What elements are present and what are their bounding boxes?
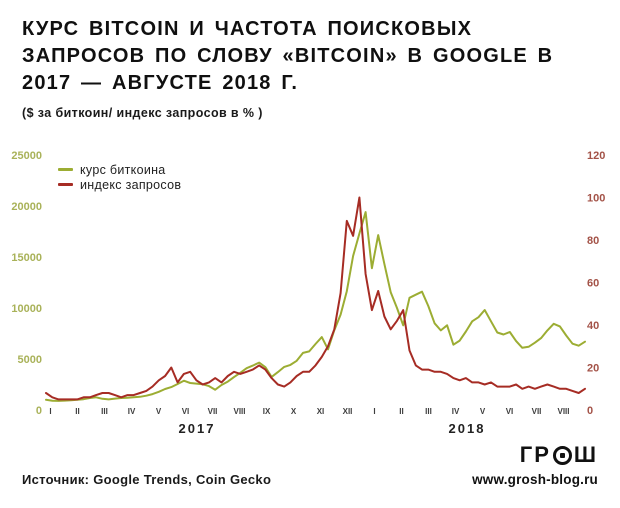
left-axis-tick-label: 25000 — [11, 150, 42, 162]
month-tick-label: V — [480, 407, 486, 416]
right-axis-tick-label: 80 — [587, 235, 599, 247]
month-tick-label: I — [49, 407, 51, 416]
right-axis-tick-label: 120 — [587, 150, 605, 162]
source-note: Источник: Google Trends, Coin Gecko — [22, 472, 272, 487]
month-tick-label: III — [425, 407, 432, 416]
left-axis-tick-label: 20000 — [11, 201, 42, 213]
year-label: 2018 — [449, 421, 486, 436]
logo-text-left: ГР — [519, 442, 551, 467]
month-tick-label: VII — [532, 407, 542, 416]
chart-header: КУРС BITCOIN И ЧАСТОТА ПОИСКОВЫХ ЗАПРОСО… — [22, 16, 553, 120]
legend-item-search-index: индекс запросов — [58, 177, 181, 192]
page-title-line-2: ЗАПРОСОВ ПО СЛОВУ «BITCOIN» В GOOGLE В — [22, 45, 554, 67]
page-title-line-3: 2017 — АВГУСТЕ 2018 Г. — [22, 72, 299, 94]
search-index-swatch — [58, 183, 73, 186]
month-tick-label: VIII — [557, 407, 569, 416]
bitcoin-price-swatch — [58, 168, 73, 171]
month-tick-label: VI — [182, 407, 190, 416]
legend-item-bitcoin-price: курс биткоина — [58, 162, 181, 177]
left-axis-tick-label: 0 — [36, 405, 42, 417]
brand-url: www.grosh-blog.ru — [472, 472, 598, 487]
brand-block: ГР Ш www.grosh-blog.ru — [472, 443, 598, 488]
left-axis-tick-label: 5000 — [18, 354, 42, 366]
month-tick-label: X — [291, 407, 297, 416]
month-tick-label: VII — [208, 407, 218, 416]
month-tick-label: I — [373, 407, 375, 416]
chart-legend: курс биткоина индекс запросов — [58, 162, 181, 192]
month-tick-label: II — [75, 407, 79, 416]
month-tick-label: VIII — [233, 407, 245, 416]
page-title-line-1: КУРС BITCOIN И ЧАСТОТА ПОИСКОВЫХ — [22, 18, 473, 40]
month-tick-label: II — [399, 407, 403, 416]
left-axis-tick-label: 10000 — [11, 303, 42, 315]
month-tick-label: VI — [506, 407, 514, 416]
year-label: 2017 — [179, 421, 216, 436]
logo-text-right: Ш — [573, 442, 598, 467]
month-tick-label: IV — [128, 407, 136, 416]
right-axis-tick-label: 0 — [587, 405, 593, 417]
right-axis-tick-label: 100 — [587, 193, 605, 205]
grosh-logo: ГР Ш — [472, 443, 598, 467]
month-tick-label: IX — [263, 407, 271, 416]
right-axis-tick-label: 60 — [587, 278, 599, 290]
coin-icon — [552, 445, 572, 465]
left-axis-tick-label: 15000 — [11, 252, 42, 264]
bitcoin-price-line — [45, 211, 586, 402]
legend-label-bitcoin-price: курс биткоина — [80, 162, 166, 177]
month-tick-label: IV — [452, 407, 460, 416]
month-tick-label: XII — [343, 407, 353, 416]
month-tick-label: XI — [317, 407, 325, 416]
legend-label-search-index: индекс запросов — [80, 177, 182, 192]
right-axis-tick-label: 40 — [587, 320, 599, 332]
month-tick-label: V — [156, 407, 162, 416]
search-index-line — [45, 196, 586, 401]
month-tick-label: III — [101, 407, 108, 416]
right-axis-tick-label: 20 — [587, 363, 599, 375]
chart-subtitle: ($ за биткоин/ индекс запросов в % ) — [22, 106, 263, 120]
